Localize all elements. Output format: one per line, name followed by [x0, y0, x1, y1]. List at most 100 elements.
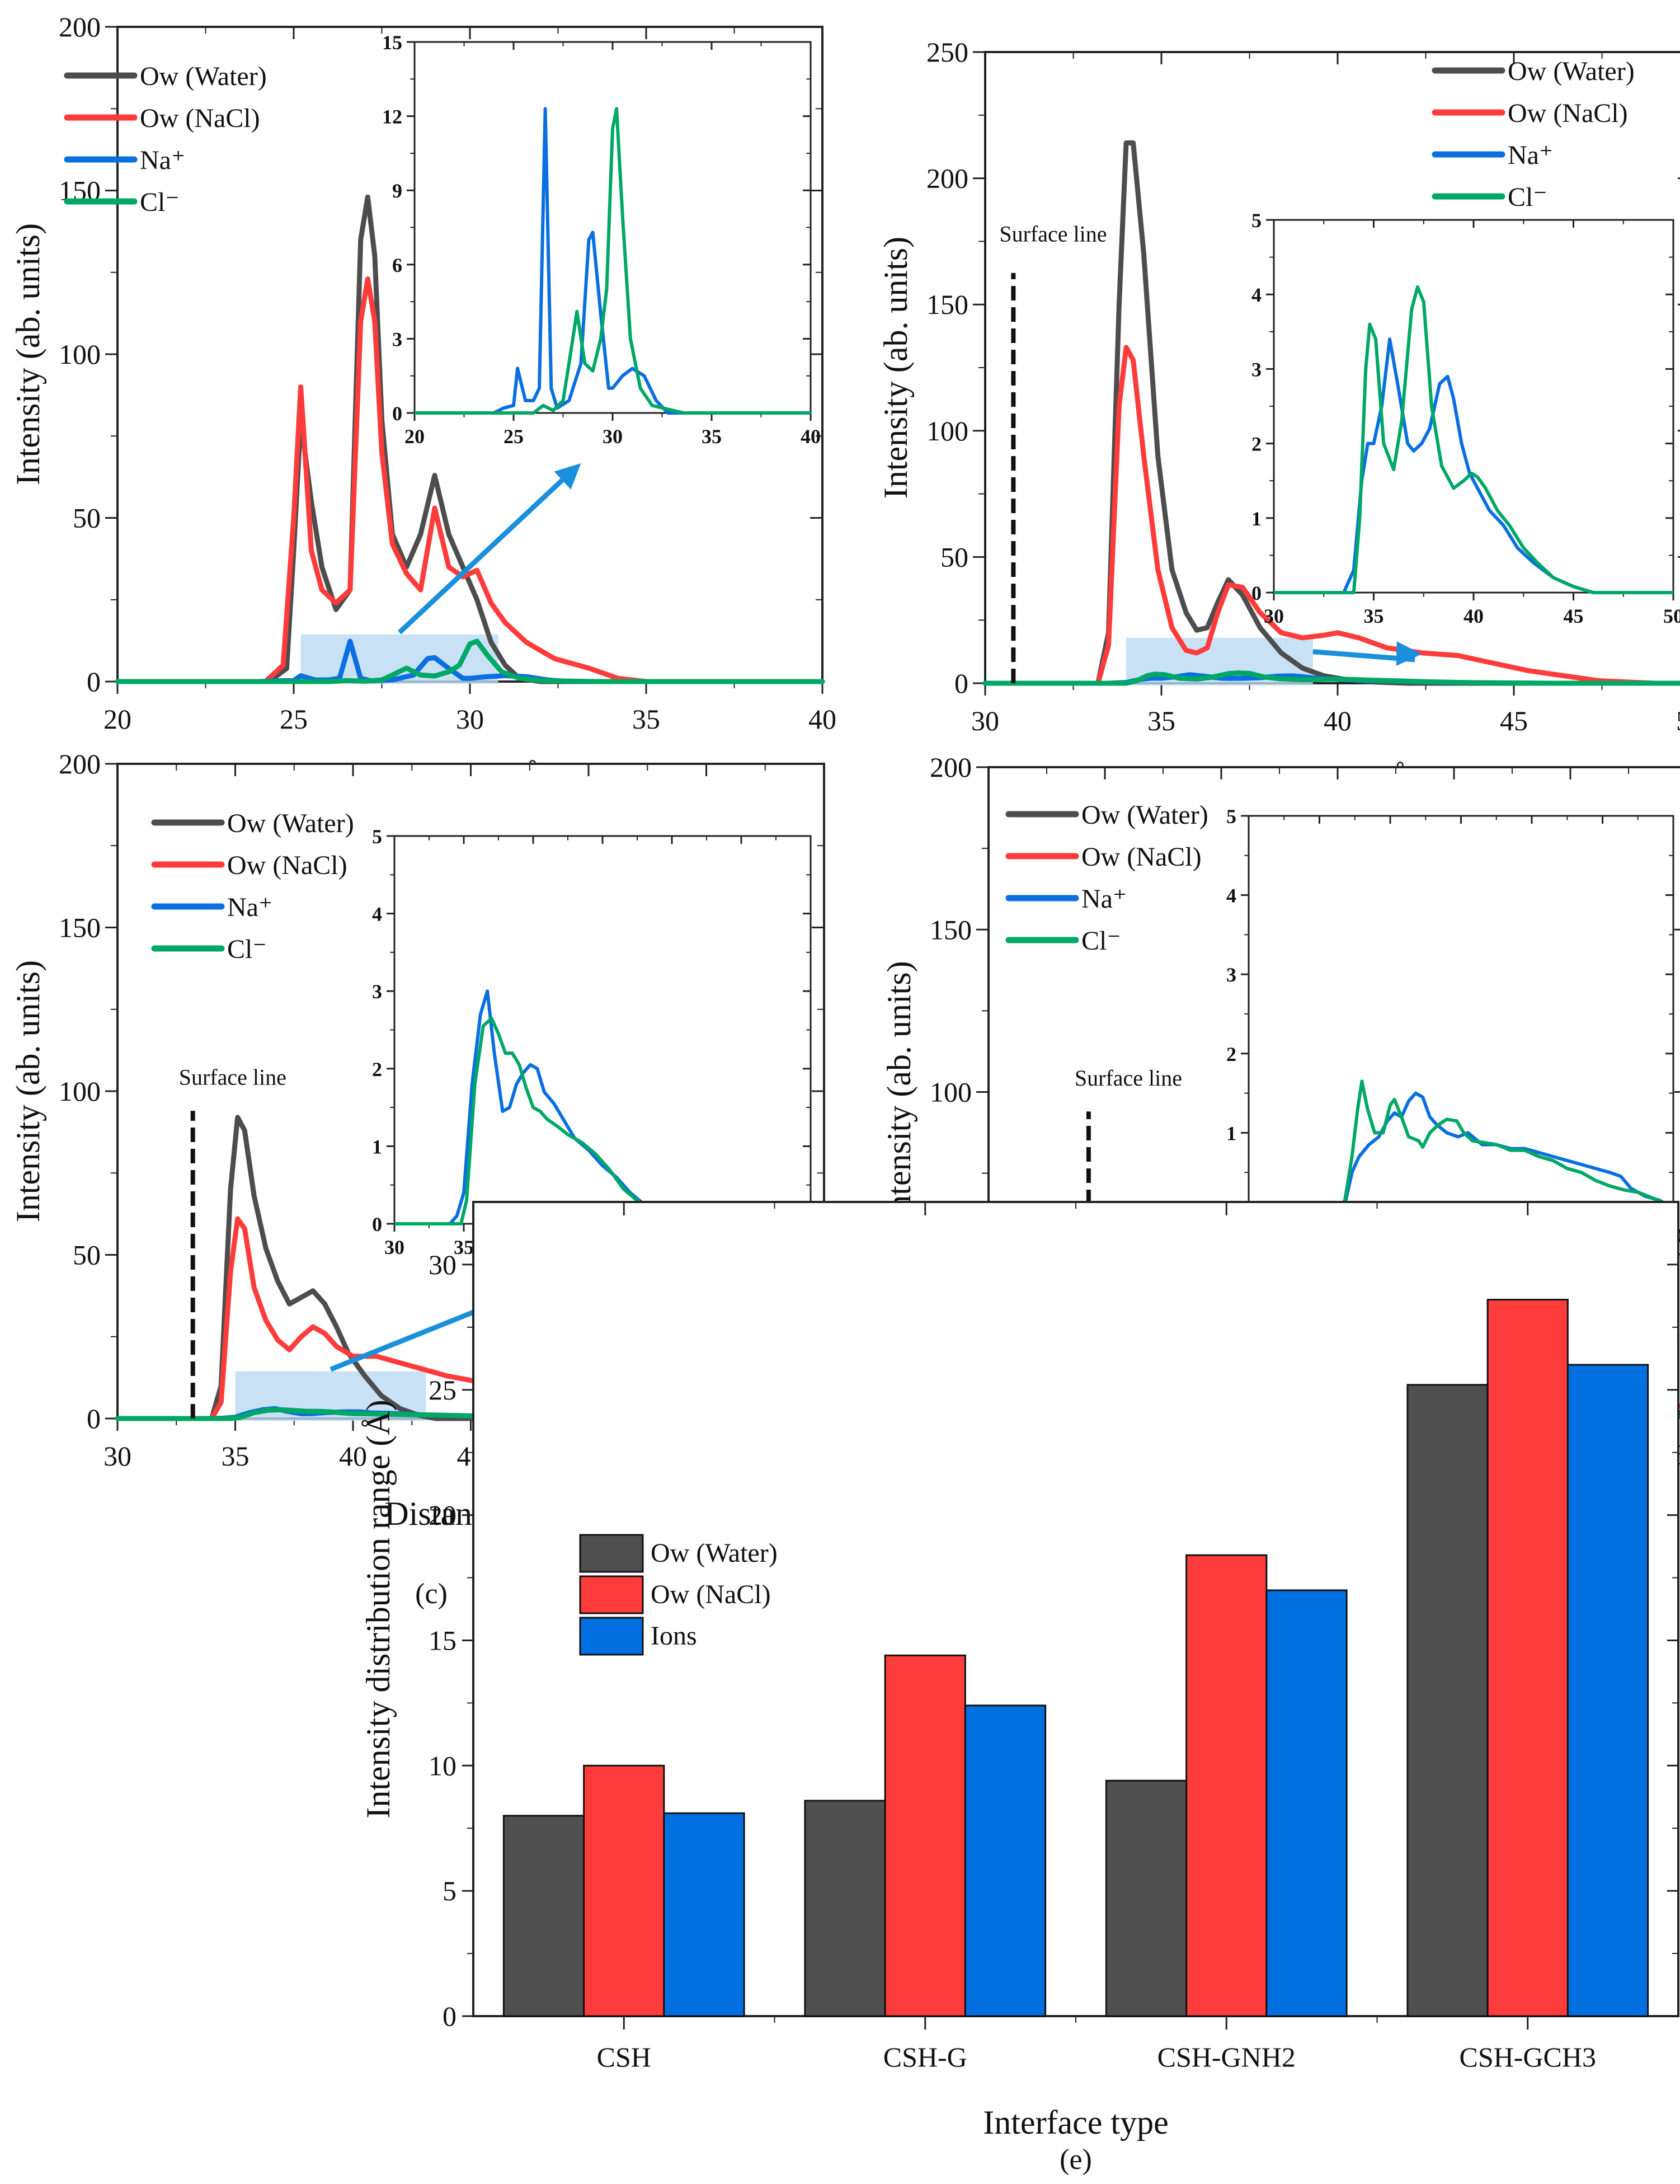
- main-axis-y-tick-label: 50: [73, 502, 101, 534]
- surface-line-label: Surface line: [1075, 1065, 1182, 1091]
- inset-axis-frame: [1273, 219, 1674, 594]
- y-axis-title: Intensity (ab. units): [10, 223, 46, 485]
- inset-axis-y-tick-label: 4: [1226, 885, 1236, 907]
- inset-axis-x-tick-label: 40: [1463, 605, 1484, 627]
- inset-axis-x-tick-label: 30: [603, 425, 623, 448]
- surface-line-label: Surface line: [999, 221, 1107, 246]
- inset-chart: 30354045505560012345: [372, 825, 821, 1258]
- x-axis-title: Interface type: [983, 2104, 1168, 2141]
- y-axis-title: Intensity (ab. units): [877, 237, 914, 499]
- legend-label: Ow (Water): [651, 1538, 778, 1568]
- bar-y-tick-label: 10: [429, 1750, 457, 1781]
- legend-label: Cl⁻: [1081, 926, 1121, 956]
- bar-y-tick-label: 0: [443, 2000, 457, 2032]
- main-axis-y-tick-label: 0: [87, 1403, 101, 1434]
- inset-axis-frame: [413, 41, 812, 414]
- bar-ow-water: [1105, 1779, 1188, 2017]
- legend-label: Ow (Water): [1081, 800, 1208, 830]
- bar-y-tick-label: 20: [429, 1500, 457, 1531]
- bar-y-tick-label: 5: [443, 1875, 457, 1906]
- inset-axis-frame: [1248, 815, 1674, 1213]
- legend-label: Na⁺: [1508, 140, 1553, 170]
- inset-axis-y-tick-label: 3: [372, 980, 382, 1003]
- inset-axis-x-tick-label: 30: [384, 1236, 404, 1258]
- legend-label: Ow (NaCl): [1081, 842, 1202, 872]
- main-axis-x-tick-label: 35: [1147, 705, 1175, 736]
- main-axis-x-tick-label: 40: [808, 703, 836, 735]
- main-axis-y-tick-label: 200: [59, 11, 101, 43]
- legend-label: Ow (NaCl): [140, 104, 260, 133]
- inset-axis-y-tick-label: 0: [372, 1213, 382, 1236]
- legend-label: Ions: [651, 1621, 697, 1651]
- main-axis-y-tick-label: 50: [73, 1239, 101, 1271]
- bar-category-label: CSH: [597, 2041, 651, 2073]
- bar-ow-nacl: [884, 1654, 966, 2017]
- main-axis-y-tick-label: 200: [59, 748, 101, 779]
- inset-axis-y-tick-label: 1: [372, 1135, 382, 1158]
- series-line-ow-nacl: [115, 276, 825, 684]
- highlight-region: [300, 634, 498, 684]
- inset-axis-y-tick-label: 6: [392, 254, 402, 276]
- legend-swatch-ow-nacl: [579, 1575, 644, 1614]
- inset-series-line-cl: [1249, 1079, 1674, 1214]
- panel-b: 3035404550050100150200250Surface line303…: [877, 36, 1680, 883]
- main-axis-x-tick-label: 30: [103, 1440, 131, 1472]
- legend-label: Ow (Water): [1508, 57, 1635, 86]
- bar-category-label: CSH-GCH3: [1460, 2041, 1596, 2073]
- inset-axis-y-tick-label: 1: [1226, 1122, 1236, 1144]
- inset-axis-x-tick-label: 50: [1663, 605, 1680, 627]
- inset-axis-y-tick-label: 15: [382, 31, 402, 54]
- main-axis-y-tick-label: 100: [59, 339, 101, 370]
- bar-category-label: CSH-G: [883, 2041, 967, 2073]
- main-axis-y-tick-label: 150: [926, 289, 968, 320]
- inset-series-line-na: [1274, 337, 1673, 594]
- legend-label: Cl⁻: [140, 187, 180, 217]
- inset-axis-y-tick-label: 0: [1251, 582, 1262, 604]
- inset-axis-x-tick-label: 20: [404, 425, 425, 448]
- legend-swatch-ions: [579, 1617, 644, 1656]
- bar-ow-nacl: [1185, 1554, 1268, 2017]
- y-axis-title: Intensity (ab. units): [881, 961, 917, 1223]
- main-axis-y-tick-label: 150: [59, 912, 101, 943]
- legend-label: Ow (Water): [140, 62, 267, 91]
- main-axis-y-tick-label: 200: [926, 163, 968, 194]
- inset-axis-y-tick-label: 0: [392, 402, 402, 425]
- inset-axis-y-tick-label: 3: [1226, 964, 1236, 986]
- legend-swatch-ow-water: [579, 1534, 644, 1573]
- inset-axis-x-tick-label: 40: [801, 425, 821, 448]
- main-axis-x-tick-label: 40: [1324, 705, 1352, 736]
- inset-axis-y-tick-label: 5: [372, 825, 382, 848]
- inset-axis-y-tick-label: 3: [1251, 358, 1262, 381]
- inset-axis-y-tick-label: 4: [1251, 284, 1262, 306]
- main-axis-x-tick-label: 20: [103, 703, 131, 735]
- main-axis-y-tick-label: 0: [87, 666, 101, 697]
- inset-chart: 20 25 30 35 40 0 3 6 9 12 15: [382, 31, 821, 448]
- inset-axis-y-tick-label: 12: [382, 106, 402, 128]
- bar-ions: [964, 1704, 1047, 2017]
- legend-label: Na⁺: [1081, 884, 1127, 914]
- inset-axis-y-tick-label: 5: [1251, 209, 1262, 232]
- main-axis-x-tick-label: 35: [222, 1440, 250, 1472]
- main-axis-y-tick-label: 50: [940, 541, 968, 572]
- inset-axis-y-tick-label: 2: [372, 1058, 382, 1081]
- inset-axis-y-tick-label: 2: [1226, 1043, 1236, 1065]
- inset-series-line-na: [1249, 1091, 1674, 1214]
- panel-label: (c): [415, 1578, 448, 1610]
- legend-label: Ow (NaCl): [1508, 98, 1628, 128]
- main-axis-y-tick-label: 150: [930, 914, 972, 945]
- inset-axis-y-tick-label: 1: [1251, 508, 1262, 530]
- inset-axis-x-tick-label: 35: [1364, 605, 1384, 627]
- main-axis-x-tick-label: 25: [280, 703, 308, 735]
- main-axis-x-tick-label: 40: [339, 1440, 367, 1472]
- main-axis-y-tick-label: 250: [926, 36, 968, 68]
- main-axis-y-tick-label: 0: [954, 668, 968, 699]
- inset-axis-y-tick-label: 5: [1226, 805, 1236, 828]
- series-line-ow-water: [115, 1115, 827, 1421]
- main-axis-x-tick-label: 50: [1676, 705, 1680, 736]
- main-axis-x-tick-label: 30: [456, 703, 484, 735]
- zoom-arrow-head-icon: [1396, 641, 1422, 666]
- inset-axis-frame: [393, 835, 812, 1225]
